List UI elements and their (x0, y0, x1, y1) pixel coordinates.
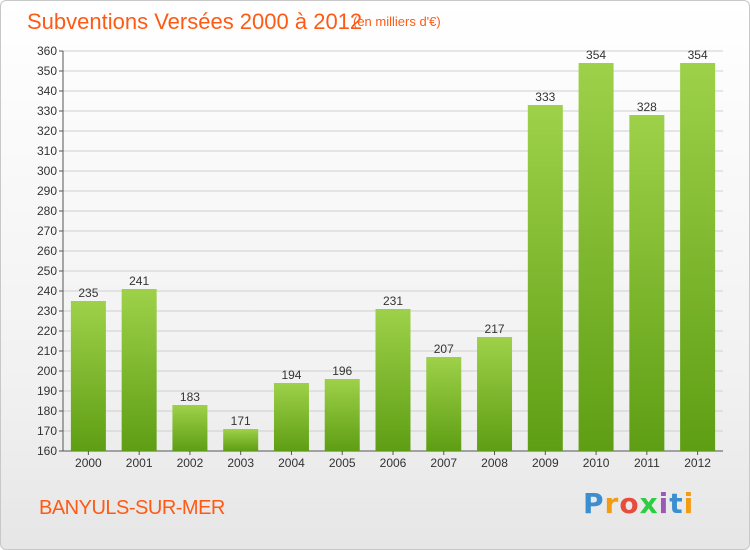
x-tick-label: 2010 (583, 456, 610, 470)
data-label: 354 (586, 48, 606, 62)
data-label: 241 (129, 274, 149, 288)
x-tick-label: 2005 (329, 456, 356, 470)
y-tick-label: 280 (37, 204, 57, 218)
data-labels: 235 241 183 171 194 196 231 207 217 333 354 328 354 (78, 48, 708, 428)
bar-2006 (375, 309, 411, 451)
data-label: 171 (231, 414, 251, 428)
y-tick-label: 260 (37, 244, 57, 258)
bar-2009 (527, 105, 563, 451)
bar-2001 (121, 289, 157, 451)
bar-2004 (273, 383, 309, 451)
logo-letter: i (683, 487, 695, 520)
y-tick-label: 350 (37, 64, 57, 78)
data-label: 328 (637, 100, 657, 114)
bar-2012 (680, 63, 716, 451)
bar-2011 (629, 115, 665, 451)
y-tick-label: 250 (37, 264, 57, 278)
y-tick-label: 160 (37, 444, 57, 458)
data-label: 183 (180, 390, 200, 404)
logo-letter: i (658, 487, 670, 520)
unit-label: (en milliers d'€) (353, 14, 441, 29)
y-tick-label: 210 (37, 344, 57, 358)
x-tick-label: 2000 (75, 456, 102, 470)
logo-letter: o (619, 487, 640, 520)
x-tick-label: 2002 (177, 456, 204, 470)
logo-letter: x (639, 487, 659, 520)
y-tick-label: 190 (37, 384, 57, 398)
y-tick-label: 300 (37, 164, 57, 178)
logo-letter: P (583, 487, 605, 520)
bars (70, 63, 716, 451)
bar-2002 (172, 405, 208, 451)
x-tick-label: 2009 (532, 456, 559, 470)
x-tick-label: 2012 (684, 456, 711, 470)
y-tick-label: 230 (37, 304, 57, 318)
x-tick-label: 2006 (380, 456, 407, 470)
y-tick-label: 170 (37, 424, 57, 438)
y-tick-label: 220 (37, 324, 57, 338)
bar-2000 (70, 301, 106, 451)
y-tick-label: 270 (37, 224, 57, 238)
bar-2003 (223, 429, 259, 451)
x-tick-label: 2004 (278, 456, 305, 470)
logo-letter: t (669, 487, 684, 520)
y-tick-label: 200 (37, 364, 57, 378)
data-label: 354 (688, 48, 708, 62)
chart-title: Subventions Versées 2000 à 2012 (27, 9, 363, 34)
y-tick-label: 240 (37, 284, 57, 298)
x-tick-label: 2007 (430, 456, 457, 470)
bar-2008 (477, 337, 513, 451)
bar-2007 (426, 357, 462, 451)
x-tick-label: 2003 (227, 456, 254, 470)
y-tick-label: 360 (37, 44, 57, 58)
y-tick-label: 340 (37, 84, 57, 98)
y-tick-label: 330 (37, 104, 57, 118)
data-label: 207 (434, 342, 454, 356)
data-label: 196 (332, 364, 352, 378)
logo-letter: r (604, 487, 620, 520)
proxiti-logo: Proxiti (583, 487, 694, 520)
bar-2010 (578, 63, 614, 451)
data-label: 194 (281, 368, 301, 382)
y-tick-label: 180 (37, 404, 57, 418)
y-tick-label: 290 (37, 184, 57, 198)
data-label: 333 (535, 90, 555, 104)
y-tick-label: 310 (37, 144, 57, 158)
x-tick-label: 2011 (634, 456, 660, 470)
x-tick-label: 2001 (126, 456, 153, 470)
bar-2005 (324, 379, 360, 451)
data-label: 217 (485, 322, 505, 336)
data-label: 231 (383, 294, 403, 308)
x-tick-label: 2008 (481, 456, 508, 470)
y-tick-label: 320 (37, 124, 57, 138)
place-name: BANYULS-SUR-MER (39, 497, 225, 519)
data-label: 235 (78, 286, 98, 300)
